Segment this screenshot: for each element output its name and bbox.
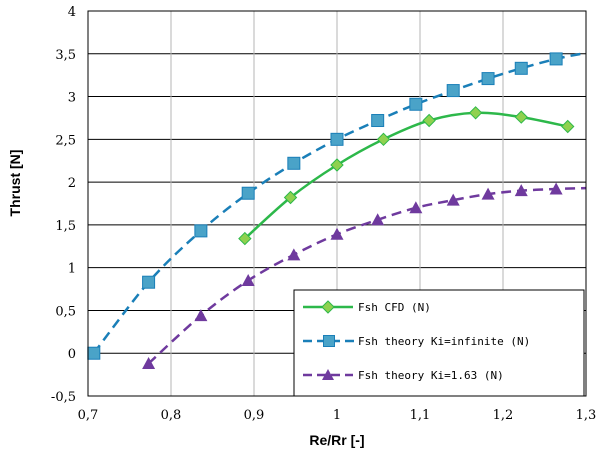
legend-triangle-marker <box>322 369 334 380</box>
data-point-ki-infinite <box>194 224 208 238</box>
y-tick-label: 1 <box>68 262 76 277</box>
data-point-ki-163 <box>194 309 208 322</box>
data-point-cfd <box>330 158 344 172</box>
data-point-ki-infinite <box>409 97 423 111</box>
data-point-cfd <box>376 132 391 147</box>
data-point-ki-infinite <box>371 114 385 128</box>
data-point-cfd <box>283 190 298 205</box>
data-point-cfd <box>238 231 252 246</box>
tick-labels: -0,5 0 0,5 1 1,5 2 2,5 3 3,5 4 0,7 0,8 0,9 1 1,1 1,2 1,3 <box>51 5 596 423</box>
data-point-ki-infinite <box>142 275 156 289</box>
y-tick-label: 2 <box>68 176 76 191</box>
x-tick-label: 1,2 <box>493 408 514 423</box>
data-point-ki-163 <box>287 248 301 261</box>
data-point-cfd <box>514 110 528 124</box>
data-point-ki-infinite <box>481 72 495 86</box>
data-point-ki-163 <box>241 274 255 286</box>
data-point-ki-163 <box>330 227 344 240</box>
data-point-ki-infinite <box>287 156 301 170</box>
y-tick-label: 3 <box>68 91 76 106</box>
y-tick-label: 0 <box>68 347 76 362</box>
y-tick-label: 2,5 <box>55 133 76 148</box>
legend-diamond-marker <box>321 300 335 314</box>
legend: Fsh CFD (N) Fsh theory Ki=infinite (N) F… <box>293 289 585 397</box>
data-point-cfd <box>422 113 436 128</box>
data-point-ki-163 <box>371 213 385 226</box>
y-tick-label: 3,5 <box>55 48 76 63</box>
x-tick-label: 0,7 <box>78 408 99 423</box>
data-point-ki-163 <box>481 187 495 200</box>
legend-square-marker <box>323 335 335 347</box>
y-tick-label: 1,5 <box>55 219 76 234</box>
data-point-ki-infinite <box>330 132 344 146</box>
legend-label-ki-infinite: Fsh theory Ki=infinite (N) <box>358 335 530 348</box>
x-tick-label: 1,1 <box>410 408 431 423</box>
x-tick-label: 1 <box>333 408 341 423</box>
data-point-ki-163 <box>142 356 156 369</box>
data-point-ki-infinite <box>446 84 460 98</box>
data-point-cfd <box>561 119 575 134</box>
x-axis-title: Re/Rr [-] <box>309 432 364 448</box>
x-tick-label: 1,3 <box>576 408 597 423</box>
x-tick-label: 0,8 <box>161 408 182 423</box>
data-point-ki-163 <box>409 201 423 214</box>
y-tick-label: 0,5 <box>55 304 76 319</box>
legend-entry-ki-infinite: Fsh theory Ki=infinite (N) <box>303 335 530 348</box>
y-tick-label: -0,5 <box>51 390 76 405</box>
series-markers <box>87 52 575 369</box>
legend-label-cfd: Fsh CFD (N) <box>358 301 431 314</box>
data-point-ki-infinite <box>549 52 563 66</box>
data-point-cfd <box>468 106 483 120</box>
legend-entry-ki-163: Fsh theory Ki=1.63 (N) <box>303 369 504 382</box>
legend-entry-cfd: Fsh CFD (N) <box>303 300 431 314</box>
data-point-ki-infinite <box>87 346 101 360</box>
y-axis-title: Thrust [N] <box>7 150 23 217</box>
data-point-ki-163 <box>514 184 528 197</box>
data-point-ki-163 <box>446 193 460 206</box>
data-point-ki-163 <box>549 182 563 195</box>
x-tick-label: 0,9 <box>244 408 265 423</box>
y-tick-label: 4 <box>68 5 76 20</box>
data-point-ki-infinite <box>514 61 528 75</box>
data-point-ki-infinite <box>241 186 255 200</box>
legend-label-ki-163: Fsh theory Ki=1.63 (N) <box>358 369 504 382</box>
